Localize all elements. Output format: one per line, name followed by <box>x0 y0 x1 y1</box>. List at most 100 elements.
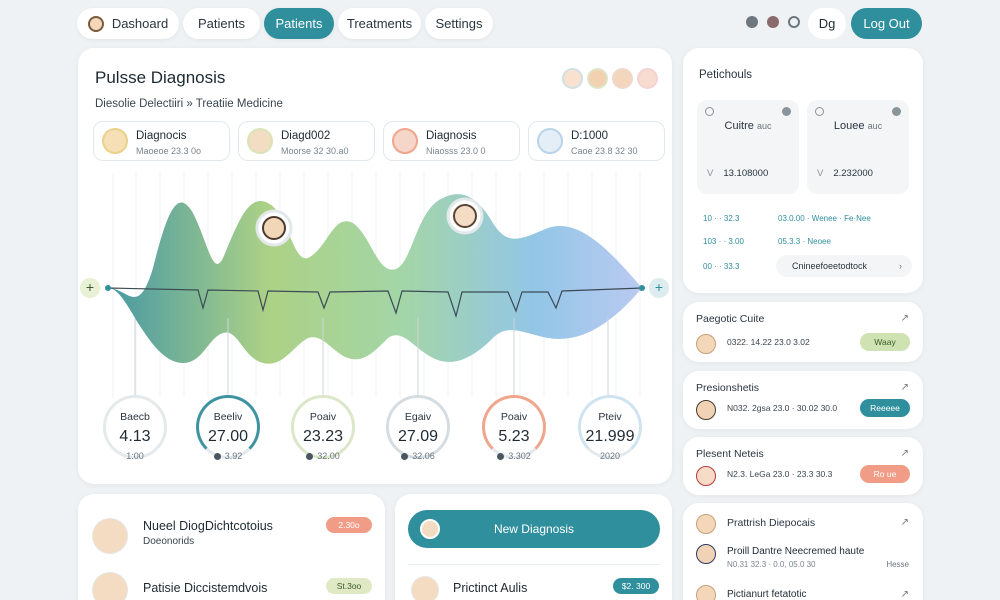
stat-value: 4.13 <box>119 428 151 445</box>
nav-settings-label: Settings <box>435 16 483 31</box>
avatar[interactable] <box>587 68 608 89</box>
avatar <box>696 544 716 564</box>
metric-box[interactable]: Louee auc V 2.232000 <box>807 100 909 194</box>
stat-ring: Poaiv 5.23 <box>482 395 546 459</box>
info-icon <box>815 107 824 116</box>
chevron-right-icon: › <box>899 261 902 271</box>
dot-icon <box>306 453 314 461</box>
new-diagnosis-button[interactable]: New Diagnosis <box>408 510 660 548</box>
arrow-icon[interactable]: ↗ <box>900 589 909 600</box>
nav-settings[interactable]: Settings <box>425 8 493 39</box>
patient-chip[interactable]: Diagnosis Niaosss 23.0 0 <box>383 121 520 161</box>
stat-stems <box>134 318 609 396</box>
status-badge: St.3oo <box>326 578 372 594</box>
nav-patients-active[interactable]: Patients <box>264 8 334 39</box>
list-row-title[interactable]: Patisie Diccistemdvois <box>143 581 268 595</box>
search-select[interactable]: Cnineefoeetodtock › <box>776 255 912 277</box>
stat-ring: Baecb 4.13 <box>103 395 167 459</box>
nav-dashboard[interactable]: Dashoard <box>77 8 179 39</box>
waveform-area <box>108 194 642 364</box>
patient-chip[interactable]: D:1000 Caoe 23.8 32 30 <box>528 121 665 161</box>
pulse-waveform <box>105 173 645 398</box>
dot-icon <box>401 453 409 461</box>
logout-label: Log Out <box>863 16 910 31</box>
patient-chip[interactable]: Diagd002 Moorse 32 30.a0 <box>238 121 375 161</box>
avatar[interactable] <box>562 68 583 89</box>
patient-holds-card: Petichouls Cuitre auc V 13.108000 Louee a… <box>683 48 923 293</box>
info-line: 10 · · 32.3 <box>703 214 740 223</box>
zoom-in-right-button[interactable]: + <box>649 278 669 298</box>
arrow-icon[interactable]: ↗ <box>900 313 909 324</box>
menu-icon[interactable] <box>782 107 791 116</box>
side-card-badge[interactable]: Waay <box>860 333 910 351</box>
search-select-label: Cnineefoeetodtock <box>792 261 868 271</box>
metric-name: Cuitre auc <box>724 120 772 132</box>
status-badge: 2.30o <box>326 517 372 533</box>
profile-button[interactable]: Dg <box>808 8 846 39</box>
waveform-end-dot <box>639 285 645 291</box>
side-card-badge[interactable]: Reeeee <box>860 399 910 417</box>
side-card[interactable]: Presionshetis ↗ N032. 2gsa 23.0 · 30.02 … <box>683 371 923 429</box>
list-row-title: Proill Dantre Neecremed haute <box>727 546 865 557</box>
menu-icon[interactable] <box>892 107 901 116</box>
patient-chip-meta: Moorse 32 30.a0 <box>281 146 349 156</box>
list-row-sub: N0.31 32.3 · 0.0, 05.0 30 <box>727 560 816 569</box>
stat-label: Pteiv <box>598 411 622 423</box>
stat-label: Poaiv <box>309 411 337 423</box>
avatar <box>696 334 716 354</box>
patient-chip-meta: Niaosss 23.0 0 <box>426 146 486 156</box>
avatar <box>420 519 440 539</box>
stat-foot: 2020 <box>599 451 621 461</box>
list-row-title[interactable]: Prictinct Aulis <box>453 581 528 595</box>
arrow-icon[interactable]: ↗ <box>900 382 909 393</box>
info-line: 00 · · 33.3 <box>703 262 740 271</box>
nav-treatments[interactable]: Treatments <box>338 8 421 39</box>
stat-label: Poaiv <box>500 411 528 423</box>
side-card-text: 0322. 14.22 23.0 3.02 <box>727 337 810 347</box>
arrow-icon[interactable]: ↗ <box>900 448 909 459</box>
dot-icon <box>213 453 221 461</box>
stat-foot: 32.06 <box>386 451 450 461</box>
metric-name: Louee auc <box>833 120 883 132</box>
patient-chip[interactable]: Diagnocis Maoeoe 23.3 0o <box>93 121 230 161</box>
side-card-title: Presionshetis <box>696 382 760 394</box>
metric-value: V 13.108000 <box>707 168 769 179</box>
arrow-icon[interactable]: ↗ <box>900 517 909 528</box>
side-card-text: N032. 2gsa 23.0 · 30.02 30.0 <box>727 403 838 413</box>
list-row-sub: Doeonorids <box>143 536 195 547</box>
patient-chip-name: Diagnocis <box>136 130 187 142</box>
metric-box[interactable]: Cuitre auc V 13.108000 <box>697 100 799 194</box>
dot-icon <box>497 453 505 461</box>
ecg-line <box>107 287 643 319</box>
patient-avatar <box>92 518 128 554</box>
metric-value: V 2.232000 <box>817 168 873 179</box>
nav-patients[interactable]: Patients <box>183 8 260 39</box>
list-row-tag: Hesse <box>886 560 909 569</box>
side-list-title: Prattrish Diepocais <box>727 517 816 529</box>
panel-title: Petichouls <box>699 69 753 81</box>
notification-icon[interactable] <box>767 16 779 28</box>
stat-label: Beeliv <box>213 411 243 423</box>
list-row-title[interactable]: Nueel DiogDichtcotoius <box>143 519 273 533</box>
waveform-start-dot <box>105 285 111 291</box>
info-line: 103 · · 3.00 <box>703 237 744 246</box>
status-badge: $2. 300 <box>613 578 659 594</box>
page-title: Pulsse Diagnosis <box>95 68 226 87</box>
stat-foot: 1:00 <box>126 451 144 461</box>
side-card[interactable]: Paegotic Cuite ↗ 0322. 14.22 23.0 3.02 W… <box>683 302 923 362</box>
avatar[interactable] <box>637 68 658 89</box>
new-diagnosis-card: New Diagnosis Prictinct Aulis $2. 300 <box>395 494 672 600</box>
settings-icon[interactable] <box>788 16 800 28</box>
side-card-badge[interactable]: Ro ue <box>860 465 910 483</box>
user-icon[interactable] <box>746 16 758 28</box>
stat-ring: Pteiv 21.999 <box>578 395 642 459</box>
avatar <box>696 466 716 486</box>
user-avatar <box>87 15 104 32</box>
zoom-in-left-button[interactable]: + <box>80 278 100 298</box>
logout-button[interactable]: Log Out <box>851 8 922 39</box>
nav-patients-active-label: Patients <box>275 16 323 31</box>
avatar <box>696 400 716 420</box>
avatar[interactable] <box>612 68 633 89</box>
side-card[interactable]: Plesent Neteis ↗ N2.3. LeGa 23.0 · 23.3 … <box>683 437 923 495</box>
stat-value: 21.999 <box>585 428 635 445</box>
